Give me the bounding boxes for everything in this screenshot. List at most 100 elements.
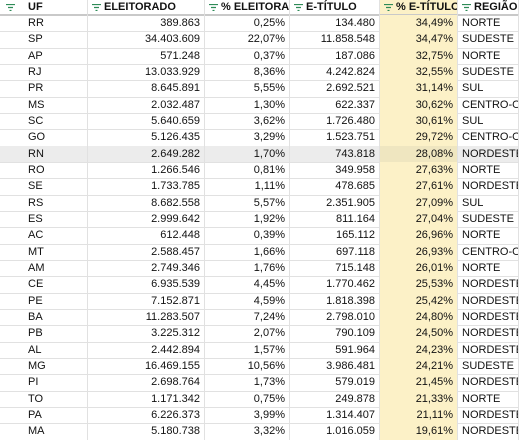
table-cell: NORDESTE xyxy=(458,406,519,425)
table-cell: 25,42% xyxy=(380,292,458,310)
table-cell: 6.935.539 xyxy=(88,276,205,294)
table-cell: 13.033.929 xyxy=(88,63,205,82)
table-cell: 1,92% xyxy=(205,210,290,229)
table-cell: 0,37% xyxy=(205,47,290,65)
table-cell: 8,36% xyxy=(205,63,290,82)
filter-icon[interactable] xyxy=(384,4,393,11)
table-cell: 27,63% xyxy=(380,161,458,180)
table-cell: 24,21% xyxy=(380,357,458,376)
table-cell: NORDESTE xyxy=(458,276,519,294)
table-cell: 1,57% xyxy=(205,341,290,359)
table-cell: 11.858.548 xyxy=(290,31,380,49)
table-cell: 4.242.824 xyxy=(290,63,380,82)
table-cell: 2.692.521 xyxy=(290,80,380,98)
table-cell: 3,32% xyxy=(205,423,290,440)
table-cell: PI xyxy=(0,374,88,392)
table-cell: MA xyxy=(0,423,88,440)
table-cell: CENTRO-OE xyxy=(458,243,519,261)
table-cell: PE xyxy=(0,292,88,310)
table-cell: 1.726.480 xyxy=(290,112,380,131)
column-header[interactable]: UF xyxy=(0,0,88,16)
table-cell: 4,59% xyxy=(205,292,290,310)
table-cell: MS xyxy=(0,96,88,114)
table-cell: 2.999.642 xyxy=(88,210,205,229)
table-cell: 1,76% xyxy=(205,259,290,278)
table-cell: AM xyxy=(0,259,88,278)
table-cell: GO xyxy=(0,129,88,147)
table-cell: RO xyxy=(0,161,88,180)
table-cell: MG xyxy=(0,357,88,376)
filter-icon[interactable] xyxy=(92,4,101,11)
table-cell: AC xyxy=(0,227,88,245)
table-cell: 249.878 xyxy=(290,390,380,408)
table-cell: NORTE xyxy=(458,15,519,33)
column-header[interactable]: E-TÍTULO xyxy=(290,0,380,16)
table-cell: 27,04% xyxy=(380,210,458,229)
table-cell: NORDESTE xyxy=(458,178,519,196)
table-cell: 715.148 xyxy=(290,259,380,278)
table-cell: 579.019 xyxy=(290,374,380,392)
table-cell: NORDESTE xyxy=(458,292,519,310)
table-cell: 0,39% xyxy=(205,227,290,245)
table-cell: 4,45% xyxy=(205,276,290,294)
table-cell: 1.314.407 xyxy=(290,406,380,425)
table-cell: 3,29% xyxy=(205,129,290,147)
table-cell: 31,14% xyxy=(380,80,458,98)
table-cell: 2.798.010 xyxy=(290,308,380,327)
table-cell: 26,01% xyxy=(380,259,458,278)
column-header[interactable]: % ELEITORADO xyxy=(205,0,290,16)
table-cell: 5,57% xyxy=(205,194,290,212)
filter-icon[interactable] xyxy=(209,4,218,11)
table-cell: 34.403.609 xyxy=(88,31,205,49)
table-cell: 8.682.558 xyxy=(88,194,205,212)
table-cell: NORDESTE xyxy=(458,341,519,359)
table-cell: 16.469.155 xyxy=(88,357,205,376)
table-cell: 3,62% xyxy=(205,112,290,131)
table-cell: SUL xyxy=(458,112,519,131)
filter-icon[interactable] xyxy=(462,4,471,11)
table-cell: 25,53% xyxy=(380,276,458,294)
table-cell: 28,08% xyxy=(380,145,458,163)
table-cell: 0,25% xyxy=(205,15,290,33)
table-cell: 24,23% xyxy=(380,341,458,359)
table-cell: 2,07% xyxy=(205,325,290,343)
table-cell: 1.523.751 xyxy=(290,129,380,147)
table-cell: 32,75% xyxy=(380,47,458,65)
filter-icon[interactable] xyxy=(294,4,303,11)
filter-icon[interactable] xyxy=(6,4,15,11)
table-cell: 1.733.785 xyxy=(88,178,205,196)
table-cell: 134.480 xyxy=(290,15,380,33)
table-cell: 34,49% xyxy=(380,15,458,33)
table-cell: CENTRO-OE xyxy=(458,96,519,114)
table-cell: NORTE xyxy=(458,259,519,278)
table-cell: 2.032.487 xyxy=(88,96,205,114)
table-cell: 3,99% xyxy=(205,406,290,425)
table-cell: 26,96% xyxy=(380,227,458,245)
column-header[interactable]: ELEITORADO xyxy=(88,0,205,16)
table-cell: 19,61% xyxy=(380,423,458,440)
table-cell: 622.337 xyxy=(290,96,380,114)
table-cell: RS xyxy=(0,194,88,212)
table-cell: 30,61% xyxy=(380,112,458,131)
table-cell: 1,11% xyxy=(205,178,290,196)
table-cell: 3.986.481 xyxy=(290,357,380,376)
table-cell: SUDESTE xyxy=(458,210,519,229)
table-cell: NORDESTE xyxy=(458,325,519,343)
table-cell: SUDESTE xyxy=(458,357,519,376)
table-cell: 22,07% xyxy=(205,31,290,49)
table-cell: 165.112 xyxy=(290,227,380,245)
table-cell: 2.649.282 xyxy=(88,145,205,163)
table-cell: 1,66% xyxy=(205,243,290,261)
table-cell: RJ xyxy=(0,63,88,82)
table-cell: 743.818 xyxy=(290,145,380,163)
table-cell: BA xyxy=(0,308,88,327)
table-cell: 21,33% xyxy=(380,390,458,408)
table-cell: 2.698.764 xyxy=(88,374,205,392)
table-cell: 27,09% xyxy=(380,194,458,212)
table-cell: NORDESTE xyxy=(458,145,519,163)
table-cell: TO xyxy=(0,390,88,408)
table-cell: 1.171.342 xyxy=(88,390,205,408)
table-cell: 1.266.546 xyxy=(88,161,205,180)
table-cell: ES xyxy=(0,210,88,229)
table-cell: PA xyxy=(0,406,88,425)
